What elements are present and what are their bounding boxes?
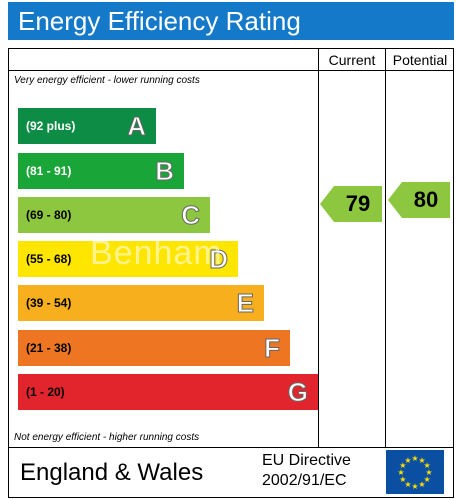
eu-star: ★ xyxy=(418,456,425,465)
band-letter: B xyxy=(155,156,175,187)
current-rating-value: 79 xyxy=(334,186,382,222)
column-header-potential: Potential xyxy=(392,52,448,68)
rating-table xyxy=(8,48,454,498)
eu-star: ★ xyxy=(399,475,406,484)
band-b: (81 - 91) B xyxy=(18,153,184,189)
directive-line-2: 2002/91/EC xyxy=(262,472,347,489)
eu-star: ★ xyxy=(399,461,406,470)
band-letter: C xyxy=(181,200,201,231)
band-letter: G xyxy=(287,377,308,408)
column-divider xyxy=(318,48,319,448)
eu-star: ★ xyxy=(404,480,411,489)
band-e: (39 - 54) E xyxy=(18,285,264,321)
band-letter: D xyxy=(209,244,229,275)
eu-star: ★ xyxy=(404,456,411,465)
directive-line-1: EU Directive xyxy=(262,452,351,469)
band-letter: A xyxy=(127,111,147,142)
eu-star: ★ xyxy=(425,468,432,477)
band-a: (92 plus) A xyxy=(18,108,156,144)
band-range: (55 - 68) xyxy=(26,252,72,266)
arrow-tip xyxy=(388,182,402,218)
band-d: (55 - 68) D xyxy=(18,241,238,277)
eu-star: ★ xyxy=(424,475,431,484)
eu-star: ★ xyxy=(397,468,404,477)
potential-rating-arrow: 80 xyxy=(388,182,450,218)
band-f: (21 - 38) F xyxy=(18,330,290,366)
top-note: Very energy efficient - lower running co… xyxy=(14,75,200,86)
chart-title: Energy Efficiency Rating xyxy=(18,6,301,36)
band-range: (69 - 80) xyxy=(26,208,72,222)
band-range: (39 - 54) xyxy=(26,296,72,310)
potential-rating-value: 80 xyxy=(402,182,450,218)
eu-stars-icon: ★★★★★★★★★ ★ ★★ xyxy=(397,454,432,491)
band-c: (69 - 80) C xyxy=(18,197,210,233)
footer-country: England & Wales xyxy=(20,459,204,486)
band-range: (21 - 38) xyxy=(26,341,72,355)
footer-directive: EU Directive 2002/91/EC xyxy=(262,451,351,491)
header-rule xyxy=(8,70,454,71)
bottom-note: Not energy efficient - higher running co… xyxy=(14,432,200,443)
band-letter: F xyxy=(264,333,281,364)
arrow-tip xyxy=(320,186,334,222)
band-range: (1 - 20) xyxy=(26,385,65,399)
eu-star: ★ xyxy=(411,454,418,463)
band-range: (92 plus) xyxy=(26,119,76,133)
watermark: Benham xyxy=(90,234,223,272)
column-header-current: Current xyxy=(328,52,376,68)
column-divider xyxy=(385,48,386,448)
band-g: (1 - 20) G xyxy=(18,374,318,410)
footer-rule xyxy=(8,447,454,448)
band-letter: E xyxy=(236,288,254,319)
eu-flag-icon: ★ ★ ★ ★ ★ ★ ★ ★ ★ ★ ★ ★ xyxy=(386,450,444,494)
eu-star: ★ xyxy=(424,461,431,470)
eu-star: ★ xyxy=(411,482,418,491)
eu-star: ★ xyxy=(418,480,425,489)
current-rating-arrow: 79 xyxy=(320,186,382,222)
title-bar: Energy Efficiency Rating xyxy=(8,2,454,40)
band-range: (81 - 91) xyxy=(26,164,72,178)
